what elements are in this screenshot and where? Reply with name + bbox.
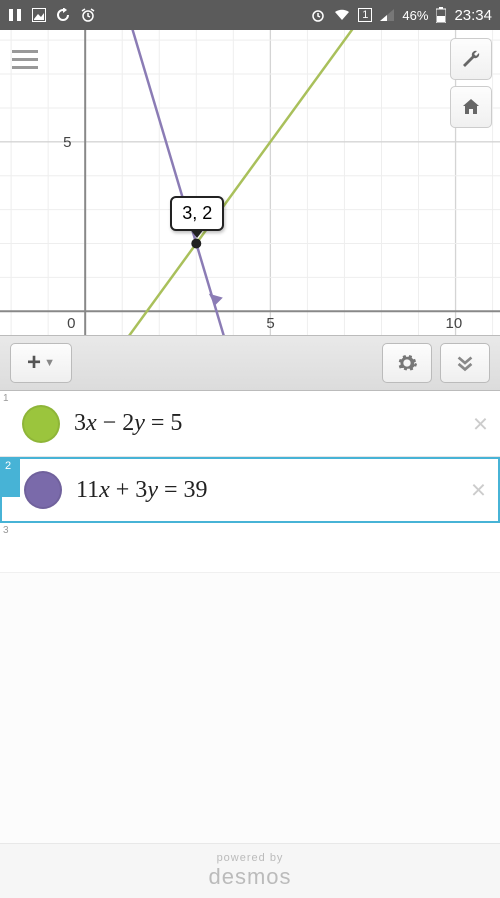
wifi-icon: [334, 9, 350, 21]
expression-text[interactable]: 11x + 3y = 39: [76, 477, 458, 504]
expression-color-icon[interactable]: [24, 471, 62, 509]
delete-expression-button[interactable]: ×: [473, 408, 488, 439]
graph-svg: [0, 30, 500, 335]
collapse-list-button[interactable]: [440, 343, 490, 383]
expression-color-icon[interactable]: [22, 405, 60, 443]
android-status-bar: 1 46% 23:34: [0, 0, 500, 30]
add-expression-button[interactable]: +▼: [10, 343, 72, 383]
delete-expression-button[interactable]: ×: [471, 475, 486, 506]
row-number: 2: [0, 457, 20, 497]
battery-pct: 46%: [402, 8, 428, 23]
refresh-icon: [56, 8, 70, 22]
axis-label-x0: 0: [67, 315, 75, 332]
settings-wrench-button[interactable]: [450, 38, 492, 80]
signal-icon: [380, 9, 394, 21]
sim-indicator: 1: [358, 8, 372, 22]
footer: powered by desmos: [0, 843, 500, 898]
expression-row-1[interactable]: 1 3x − 2y = 5 ×: [0, 391, 500, 457]
pause-icon: [8, 8, 22, 22]
intersection-label[interactable]: 3, 2: [170, 196, 224, 231]
expression-text[interactable]: 3x − 2y = 5: [74, 410, 460, 437]
list-settings-button[interactable]: [382, 343, 432, 383]
powered-by-text: powered by: [217, 852, 284, 864]
expression-row-empty[interactable]: 3: [0, 523, 500, 573]
desmos-logo: desmos: [208, 864, 291, 890]
battery-icon: [436, 7, 446, 23]
blank-area: [0, 573, 500, 843]
axis-label-x10: 10: [446, 315, 463, 332]
wrench-icon: [461, 49, 481, 69]
chevrons-down-icon: [454, 352, 476, 374]
home-icon: [461, 97, 481, 117]
expression-toolbar: +▼: [0, 335, 500, 391]
image-icon: [32, 8, 46, 22]
graph-canvas[interactable]: 5 0 5 10 3, 2: [0, 30, 500, 335]
clock: 23:34: [454, 7, 492, 24]
axis-label-x5: 5: [266, 315, 274, 332]
expression-list: 1 3x − 2y = 5 × 2 11x + 3y = 39 × 3: [0, 391, 500, 573]
row-number: 3: [3, 525, 9, 536]
menu-button[interactable]: [12, 42, 46, 76]
status-right: 1 46% 23:34: [310, 7, 492, 24]
home-button[interactable]: [450, 86, 492, 128]
status-left: [8, 8, 96, 22]
expression-row-2[interactable]: 2 11x + 3y = 39 ×: [0, 457, 500, 523]
row-number: 1: [3, 393, 9, 404]
gear-icon: [396, 352, 418, 374]
alarm-icon: [80, 8, 96, 22]
axis-label-y5: 5: [63, 134, 71, 151]
alarm-set-icon: [310, 8, 326, 22]
